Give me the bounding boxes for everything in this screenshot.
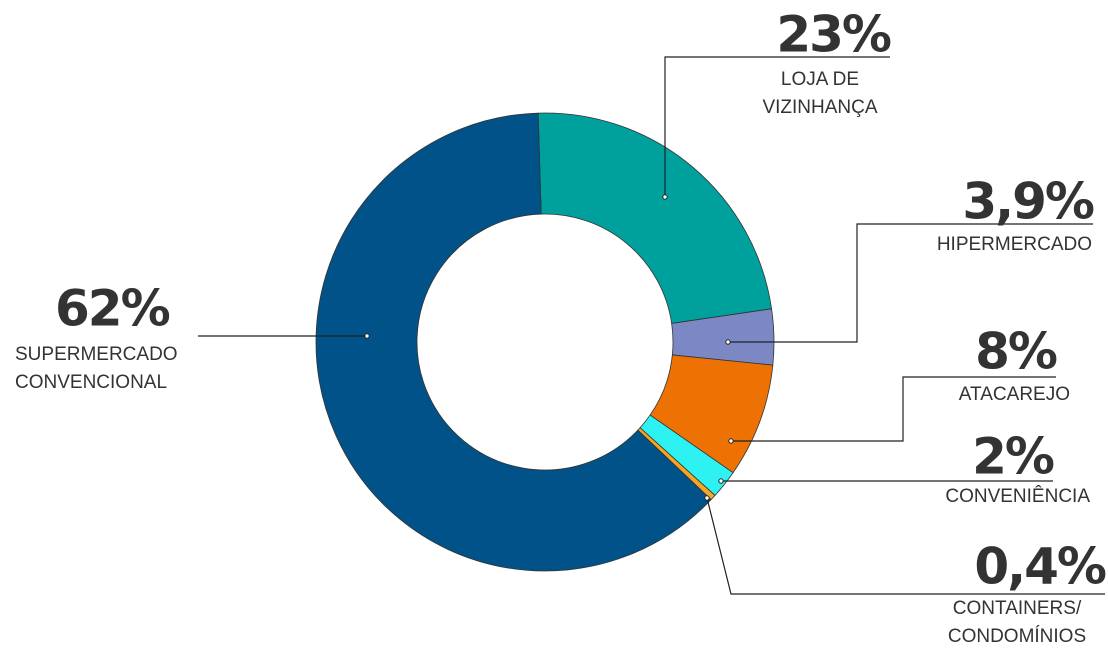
category-label: CONVENIÊNCIA [945,485,1090,507]
leader-line [706,497,1105,595]
category-label: CONDOMÍNIOS [948,626,1086,647]
leader-line [664,56,890,197]
category-label: SUPERMERCADO [15,344,178,365]
leader-dot [718,478,724,484]
value-label: 2% [972,428,1054,486]
category-label: CONVENCIONAL [15,372,167,393]
leader-dot [725,339,731,345]
leader-dot [364,333,370,339]
value-label: 0,4% [974,538,1106,596]
leader-line [731,376,1056,442]
leader-line [728,223,1093,343]
donut-slice [315,112,712,572]
leader-dot [662,194,668,200]
leader-dot [728,438,734,444]
leader-dot [704,495,710,501]
value-label: 3,9% [962,173,1094,231]
value-label: 8% [975,323,1057,381]
category-label: LOJA DE [781,69,859,90]
category-label: VIZINHANÇA [762,97,877,118]
value-label: 23% [776,6,891,64]
category-label: HIPERMERCADO [937,234,1092,255]
category-label: ATACAREJO [959,384,1070,405]
donut-slice [537,112,773,324]
category-label: CONTAINERS/ [953,598,1082,619]
value-label: 62% [55,280,170,338]
